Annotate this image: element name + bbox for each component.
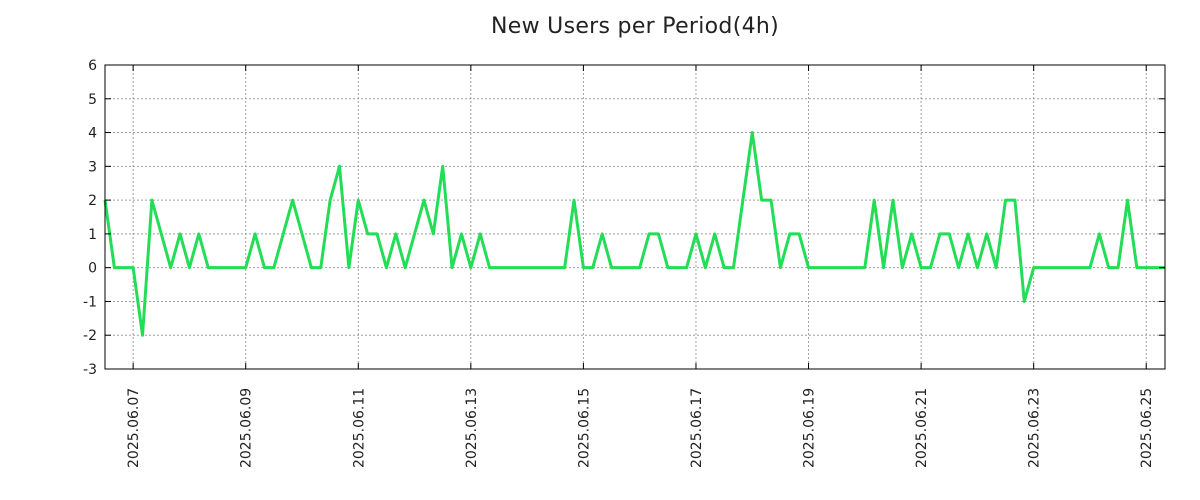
y-tick-label: 3 xyxy=(88,159,97,175)
y-tick-label: -2 xyxy=(83,328,97,344)
series-line xyxy=(103,131,1165,337)
y-tick-label: 2 xyxy=(88,193,97,209)
y-tick-label: 5 xyxy=(88,92,97,108)
x-tick-label: 2025.06.07 xyxy=(126,388,142,468)
y-tick-label: -1 xyxy=(83,294,97,310)
x-tick-label: 2025.06.21 xyxy=(914,388,930,468)
y-tick-label: 6 xyxy=(88,58,97,74)
y-tick-label: 0 xyxy=(88,261,97,277)
y-tick-label: 1 xyxy=(88,227,97,243)
x-tick-label: 2025.06.23 xyxy=(1027,388,1043,468)
x-tick-label: 2025.06.09 xyxy=(239,388,255,468)
y-tick-label: -3 xyxy=(83,362,97,378)
x-tick-label: 2025.06.25 xyxy=(1139,388,1155,468)
y-tick-label: 4 xyxy=(88,126,97,142)
x-tick-label: 2025.06.19 xyxy=(802,388,818,468)
tick-labels: -3 -2 -1 0 1 2 3 4 5 6 2025.06.07 2025.06.09 2025.06… xyxy=(83,58,1155,468)
chart-title: New Users per Period(4h) xyxy=(490,14,780,39)
plot-frame xyxy=(104,64,1166,370)
ticks xyxy=(105,64,1165,370)
x-tick-label: 2025.06.15 xyxy=(576,388,592,468)
series-layer xyxy=(103,131,1165,337)
grid xyxy=(105,64,1165,370)
x-tick-label: 2025.06.13 xyxy=(464,388,480,468)
x-tick-label: 2025.06.11 xyxy=(351,388,367,468)
x-tick-label: 2025.06.17 xyxy=(689,388,705,468)
